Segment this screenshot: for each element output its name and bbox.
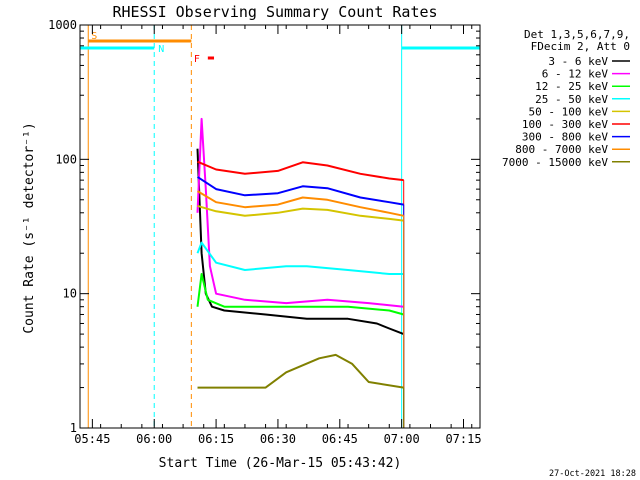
series-layer (196, 117, 405, 428)
legend-label-2: 12 - 25 keV (535, 80, 608, 93)
legend-label-0: 3 - 6 keV (548, 55, 608, 68)
legend-header-line-2: FDecim 2, Att 0 (531, 40, 630, 53)
series-line-2 (196, 273, 404, 316)
series-line-3 (196, 241, 404, 275)
flags-layer: S N F (80, 25, 480, 428)
chart-title: RHESSI Observing Summary Count Rates (112, 3, 437, 21)
y-tick-label-1: 10 (63, 287, 77, 301)
axes-layer: 1 10 100 1000 05:45 06:00 06:15 06:30 06:45 07:00… (48, 18, 481, 446)
legend-label-8: 7000 - 15000 keV (502, 156, 608, 169)
series-line-0 (196, 148, 405, 336)
flag-label-f-3: F (194, 54, 200, 65)
series-line-7 (196, 190, 404, 217)
flag-label-s-0: S (91, 31, 97, 42)
x-axis-label: Start Time (26-Mar-15 05:43:42) (159, 456, 402, 471)
x-tick-label-4: 06:45 (322, 432, 358, 446)
series-line-6 (196, 176, 404, 206)
y-axis-label: Count Rate (s⁻¹ detector⁻¹) (22, 122, 37, 333)
series-line-8 (197, 353, 404, 389)
y-tick-label-3: 1000 (48, 18, 77, 32)
y-tick-label-2: 100 (55, 152, 77, 166)
y-tick-label-0: 1 (70, 421, 77, 435)
x-tick-label-0: 05:45 (74, 432, 110, 446)
series-line-1 (196, 117, 404, 308)
x-tick-label-5: 07:00 (384, 432, 420, 446)
series-line-5 (197, 160, 404, 182)
x-tick-label-1: 06:00 (136, 432, 172, 446)
legend-label-3: 25 - 50 keV (535, 93, 608, 106)
series-line-4 (197, 204, 404, 222)
legend-label-6: 300 - 800 keV (522, 131, 608, 144)
x-tick-label-6: 07:15 (445, 432, 481, 446)
flag-label-n-1: N (158, 44, 164, 55)
plot-frame (79, 24, 481, 429)
legend-label-5: 100 - 300 keV (522, 118, 608, 131)
x-tick-label-3: 06:30 (260, 432, 296, 446)
footer-timestamp: 27-Oct-2021 18:28 (549, 469, 636, 479)
x-tick-label-2: 06:15 (198, 432, 234, 446)
legend-header-line-1: Det 1,3,5,6,7,9, (524, 28, 630, 41)
legend-label-7: 800 - 7000 keV (515, 143, 608, 156)
legend-label-1: 6 - 12 keV (542, 68, 609, 81)
legend-label-4: 50 - 100 keV (529, 105, 609, 118)
